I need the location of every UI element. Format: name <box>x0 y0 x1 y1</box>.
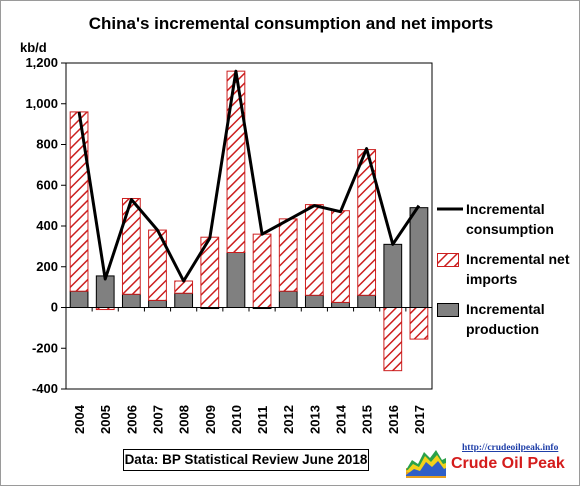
legend-label-production: Incremental production <box>466 301 545 337</box>
y-tick-label: -200 <box>32 340 58 355</box>
net-imports-bar <box>304 204 324 296</box>
legend-label-consumption: Incremental consumption <box>466 201 554 237</box>
production-bar <box>357 294 377 308</box>
y-tick-label: 800 <box>36 137 58 152</box>
line-swatch-icon <box>437 207 463 211</box>
logo-url-link[interactable]: http://crudeoilpeak.info <box>462 443 559 453</box>
y-tick-label: -400 <box>32 381 58 396</box>
x-tick-label: 2011 <box>255 406 270 434</box>
net-imports-bar <box>121 197 141 295</box>
net-imports-bar <box>69 111 89 292</box>
production-bar <box>226 251 246 309</box>
logo-name: Crude Oil Peak <box>451 455 565 472</box>
production-bar <box>95 275 115 309</box>
x-tick-label: 2015 <box>360 405 375 434</box>
x-tick-label: 2008 <box>177 405 192 434</box>
y-tick-label: 400 <box>36 218 58 233</box>
y-tick-label: 0 <box>51 300 58 315</box>
gray-swatch-icon <box>437 303 459 317</box>
x-tick-label: 2005 <box>98 405 113 434</box>
production-bar <box>409 207 429 309</box>
y-axis-label: kb/d <box>20 40 47 55</box>
x-tick-label: 2012 <box>281 405 296 434</box>
production-bar <box>331 301 350 308</box>
x-tick-label: 2014 <box>334 404 349 434</box>
x-tick-label: 2010 <box>229 405 244 434</box>
chart-title: China's incremental consumption and net … <box>88 14 494 33</box>
x-tick-label: 2007 <box>151 405 166 434</box>
production-bar <box>304 294 324 308</box>
net-imports-bar <box>331 210 350 303</box>
legend-item-net-imports: Incremental net imports <box>437 249 577 299</box>
net-imports-bar <box>278 218 298 292</box>
legend-item-consumption: Incremental consumption <box>437 199 577 249</box>
production-bar <box>278 290 298 309</box>
x-tick-label: 2013 <box>307 405 322 434</box>
hatched-swatch-icon <box>437 253 459 267</box>
x-tick-label: 2009 <box>203 405 218 434</box>
production-bar <box>383 243 403 308</box>
net-imports-bar <box>226 70 246 253</box>
legend-label-net-imports: Incremental net imports <box>466 251 570 287</box>
production-bar <box>69 290 89 309</box>
production-bar <box>174 292 194 308</box>
x-tick-label: 2016 <box>386 405 401 434</box>
consumption-line <box>77 69 421 283</box>
plot-border <box>65 62 433 390</box>
net-imports-bar <box>252 233 272 308</box>
x-tick-label: 2006 <box>124 405 139 434</box>
x-tick-label: 2017 <box>412 405 427 434</box>
chart-legend: Incremental consumption Incremental net … <box>437 199 577 349</box>
legend-item-production: Incremental production <box>437 299 577 349</box>
net-imports-bar <box>409 307 429 340</box>
oil-peak-logo-icon <box>406 450 446 478</box>
y-tick-label: 1,000 <box>25 96 58 111</box>
y-tick-label: 600 <box>36 177 58 192</box>
x-tick-label: 2004 <box>72 404 87 434</box>
net-imports-bar <box>174 280 194 294</box>
production-bar <box>148 299 167 308</box>
y-tick-label: 1,200 <box>25 55 58 70</box>
production-bar <box>121 293 141 309</box>
crude-oil-peak-logo[interactable]: http://crudeoilpeak.info Crude Oil Peak <box>404 442 576 482</box>
y-tick-label: 200 <box>36 259 58 274</box>
net-imports-bar <box>383 307 403 372</box>
source-note: Data: BP Statistical Review June 2018 <box>123 449 369 471</box>
